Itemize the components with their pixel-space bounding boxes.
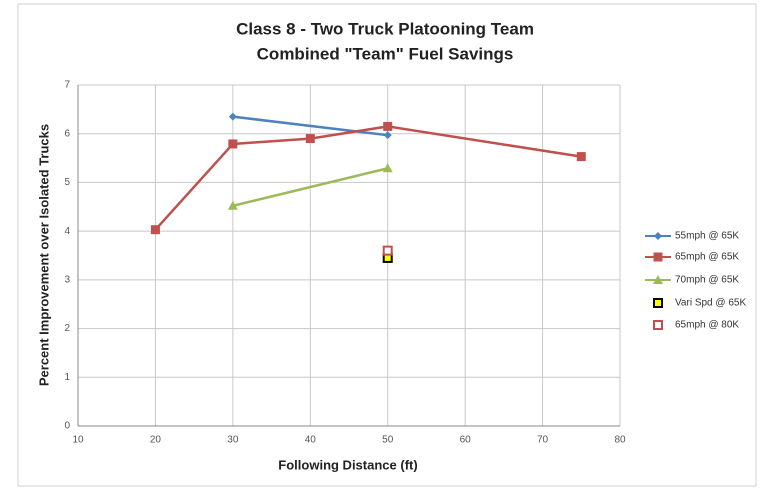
marker xyxy=(576,152,586,162)
x-tick-label: 60 xyxy=(460,435,472,446)
legend-marker xyxy=(654,232,662,240)
legend-label: Vari Spd @ 65K xyxy=(675,298,746,309)
legend-marker xyxy=(653,320,663,330)
chart-subtitle: Combined "Team" Fuel Savings xyxy=(257,44,514,63)
x-tick-label: 40 xyxy=(305,435,317,446)
legend-label: 70mph @ 65K xyxy=(675,275,739,286)
chart-frame xyxy=(17,3,757,487)
legend-label: 55mph @ 65K xyxy=(675,231,739,242)
x-tick-label: 30 xyxy=(227,435,239,446)
marker xyxy=(383,121,393,131)
marker xyxy=(228,112,237,121)
legend-label: 65mph @ 80K xyxy=(675,320,739,331)
x-tick-label: 50 xyxy=(382,435,394,446)
y-tick-label: 3 xyxy=(64,274,70,285)
x-tick-label: 70 xyxy=(537,435,549,446)
marker xyxy=(227,200,238,210)
marker xyxy=(382,163,393,173)
x-tick-label: 20 xyxy=(150,435,162,446)
y-tick-label: 1 xyxy=(64,372,70,383)
y-tick-label: 2 xyxy=(64,323,70,334)
y-tick-label: 6 xyxy=(64,128,70,139)
marker xyxy=(228,139,238,149)
series-line xyxy=(232,115,388,137)
marker xyxy=(150,225,160,235)
marker xyxy=(305,134,315,144)
marker xyxy=(382,245,393,256)
legend-marker xyxy=(653,252,663,262)
y-tick-label: 5 xyxy=(64,177,70,188)
marker xyxy=(383,131,392,140)
legend-marker xyxy=(653,298,663,308)
y-axis-label: Percent Improvement over Isolated Trucks xyxy=(36,124,51,386)
y-tick-label: 0 xyxy=(64,421,70,432)
x-tick-label: 80 xyxy=(614,435,626,446)
x-tick-label: 10 xyxy=(72,435,84,446)
x-axis-label: Following Distance (ft) xyxy=(278,457,417,472)
chart-title: Class 8 - Two Truck Platooning Team xyxy=(236,19,534,38)
legend-marker xyxy=(653,275,663,284)
y-tick-label: 4 xyxy=(64,226,70,237)
legend-label: 65mph @ 65K xyxy=(675,252,739,263)
y-tick-label: 7 xyxy=(64,80,70,91)
series-line xyxy=(232,167,389,208)
